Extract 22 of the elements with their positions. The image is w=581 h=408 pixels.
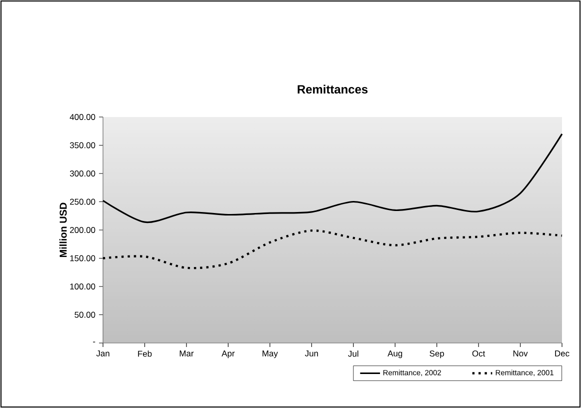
x-tick-label: Dec [555,350,570,356]
chart-title: Remittances [298,84,368,94]
y-tick-label: 100.00 [70,284,96,290]
x-tick-label: Aug [388,350,402,358]
x-tick-label: Jan [96,350,110,356]
y-tick-label: 400.00 [70,114,96,120]
y-tick-label: 150.00 [70,255,96,262]
y-axis-title: Million USD [59,202,67,258]
y-tick-label: 250.00 [70,198,96,205]
y-tick-label: 350.00 [70,142,96,148]
x-tick-label: Feb [138,350,152,357]
y-tick-label: 200.00 [70,227,96,233]
y-tick-label: 300.00 [70,170,96,176]
y-tick-label: 50.00 [74,312,96,318]
x-tick-label: Sep [430,350,444,358]
x-tick-label: Jul [348,350,358,357]
x-tick-label: Apr [222,350,235,358]
x-tick-label: Jun [304,350,318,356]
x-tick-label: Nov [513,350,528,356]
x-tick-label: May [262,350,278,358]
x-tick-label: Oct [472,350,486,356]
x-tick-label: Mar [180,350,194,356]
